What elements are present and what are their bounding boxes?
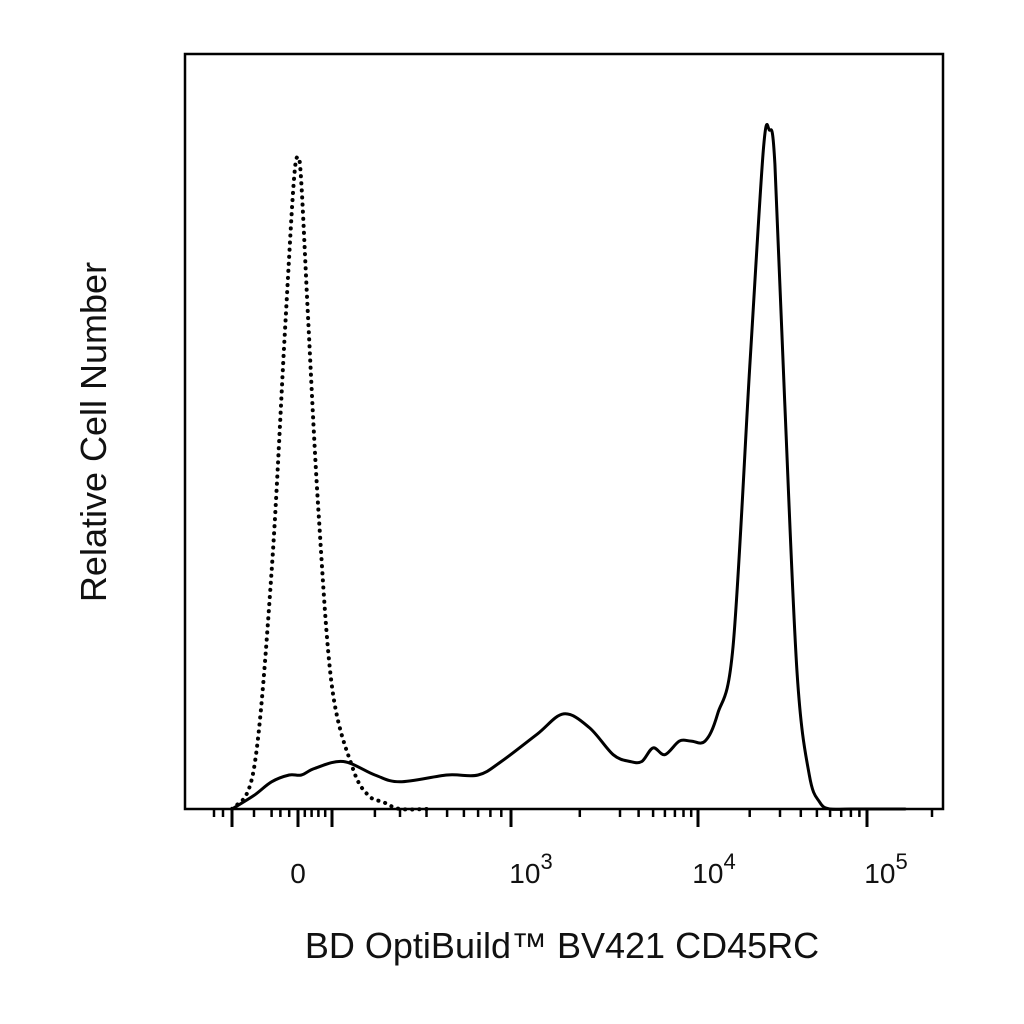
x-axis-tick-labels: 0 103 104 105	[290, 849, 907, 889]
x-tick-label-exponent: 4	[723, 849, 735, 874]
x-tick-label-base: 10	[509, 858, 540, 889]
x-tick-label: 105	[864, 849, 907, 889]
x-axis-ticks	[212, 809, 934, 827]
x-tick-label: 104	[692, 849, 735, 889]
series-line-dotted	[230, 155, 429, 812]
x-tick-label-base: 10	[692, 858, 723, 889]
x-tick-label-exponent: 3	[540, 849, 552, 874]
x-tick-label: 103	[509, 849, 552, 889]
y-axis-label: Relative Cell Number	[73, 262, 114, 602]
series-line-solid	[230, 122, 907, 811]
x-tick-label-base: 0	[290, 858, 306, 889]
x-axis-label: BD OptiBuild™ BV421 CD45RC	[305, 925, 819, 966]
series-layer	[230, 122, 907, 812]
plot-frame	[183, 52, 945, 811]
x-tick-label: 0	[290, 858, 306, 889]
x-tick-label-exponent: 5	[895, 849, 907, 874]
x-tick-label-base: 10	[864, 858, 895, 889]
